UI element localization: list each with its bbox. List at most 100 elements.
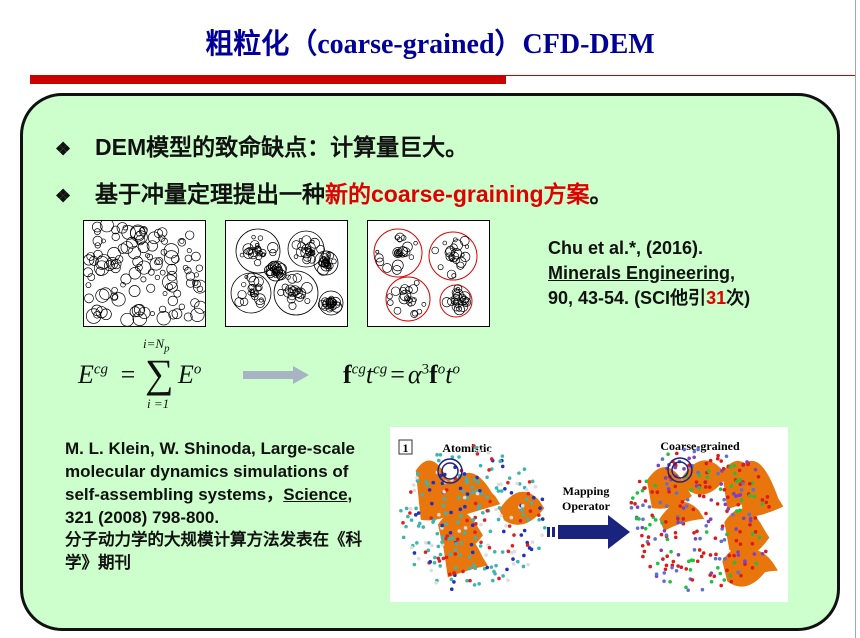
particle xyxy=(167,281,178,293)
particle xyxy=(708,517,713,521)
particle xyxy=(477,581,481,586)
particle xyxy=(148,268,155,276)
particle xyxy=(687,456,691,461)
particle xyxy=(433,555,437,560)
particle xyxy=(409,518,414,522)
particle xyxy=(193,300,205,314)
particle xyxy=(538,506,542,510)
particle xyxy=(103,260,115,272)
particle xyxy=(765,495,770,499)
particle xyxy=(501,529,506,534)
particle xyxy=(449,510,453,515)
particle xyxy=(452,580,456,584)
particle xyxy=(288,301,297,310)
particle xyxy=(680,500,685,504)
particle xyxy=(734,527,738,531)
eq-sup: cg xyxy=(373,361,388,378)
particle xyxy=(444,488,449,492)
particle xyxy=(154,259,160,266)
particle xyxy=(526,491,531,496)
particle xyxy=(459,236,470,246)
sum-top-sub: p xyxy=(164,342,170,355)
particle xyxy=(421,302,427,307)
particle xyxy=(698,536,702,541)
particle xyxy=(454,541,458,546)
particle xyxy=(756,475,761,479)
particle xyxy=(404,524,408,529)
particle xyxy=(703,480,708,485)
particle xyxy=(500,550,505,554)
particle xyxy=(240,297,249,307)
particle xyxy=(509,490,514,495)
particle xyxy=(485,508,490,513)
particle xyxy=(663,567,668,572)
particle xyxy=(753,516,758,520)
sum-top: i=N xyxy=(143,336,165,351)
particle xyxy=(697,548,702,552)
particle xyxy=(435,453,439,457)
particle xyxy=(409,490,413,494)
particle xyxy=(699,554,704,559)
particle xyxy=(111,286,118,294)
particle xyxy=(529,547,534,552)
particle xyxy=(300,294,306,299)
particle xyxy=(166,263,178,275)
particle xyxy=(473,536,478,540)
particle xyxy=(520,508,524,512)
particle xyxy=(84,254,95,266)
particle xyxy=(277,289,285,297)
eq-term: E xyxy=(178,360,194,389)
particle xyxy=(442,490,446,494)
particle xyxy=(465,496,470,501)
particle xyxy=(717,557,722,561)
particle xyxy=(459,541,464,545)
particle xyxy=(709,579,714,584)
particle xyxy=(673,530,678,535)
particle xyxy=(686,588,690,593)
particle xyxy=(450,455,455,459)
particle xyxy=(726,495,730,499)
particle xyxy=(393,306,402,315)
reference-text: M. L. Klein, W. Shinoda, Large-scale mol… xyxy=(65,437,385,575)
particle xyxy=(430,543,434,548)
particle xyxy=(438,453,443,457)
particle xyxy=(386,293,393,300)
particle xyxy=(517,471,521,475)
particle xyxy=(85,282,92,288)
particle xyxy=(457,553,462,557)
particle xyxy=(747,481,752,486)
particle xyxy=(325,297,337,308)
particle xyxy=(373,228,423,278)
particle xyxy=(401,520,405,525)
particle xyxy=(515,481,519,486)
particle xyxy=(321,301,328,307)
particle xyxy=(658,500,662,505)
particle xyxy=(507,476,512,480)
particle xyxy=(248,284,255,291)
particle xyxy=(630,496,635,500)
atomistic-label: Atomistic xyxy=(442,441,492,455)
particle xyxy=(718,571,723,576)
particle xyxy=(635,505,640,510)
particle xyxy=(525,543,530,547)
particle xyxy=(741,462,746,467)
title-underline-line xyxy=(506,75,855,76)
particle xyxy=(728,465,732,469)
particle xyxy=(424,480,428,484)
particle xyxy=(316,245,326,254)
particle xyxy=(190,307,205,322)
particle xyxy=(473,501,478,506)
particle xyxy=(726,507,730,511)
particle xyxy=(504,524,508,528)
particle xyxy=(684,567,689,571)
particle xyxy=(692,449,697,454)
particle xyxy=(457,529,462,533)
particle xyxy=(463,504,467,509)
particle xyxy=(401,535,406,540)
particle xyxy=(458,293,467,302)
particle xyxy=(676,520,680,525)
particle xyxy=(461,569,465,574)
particle xyxy=(273,270,319,316)
particle xyxy=(521,513,526,517)
particle xyxy=(494,507,498,512)
